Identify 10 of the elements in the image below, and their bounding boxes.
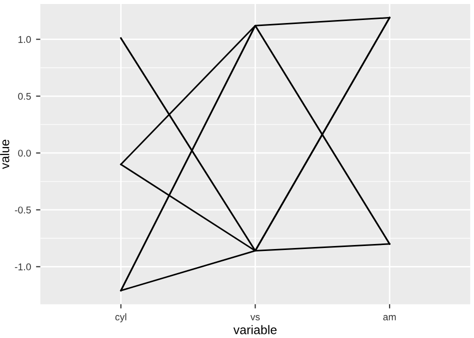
y-tick-label: -1.0 [14,263,31,270]
y-tick-label: -0.5 [14,206,31,214]
x-axis-title: variable [233,325,277,334]
x-tick-label: vs [250,315,260,320]
y-axis-title: value [0,140,10,170]
y-tick-label: 0.5 [18,92,31,100]
y-tick-label: 0.0 [18,150,31,157]
y-tick-label: 1.0 [18,36,31,43]
x-tick-label: am [383,315,396,320]
x-tick-label: cyl [115,313,126,322]
